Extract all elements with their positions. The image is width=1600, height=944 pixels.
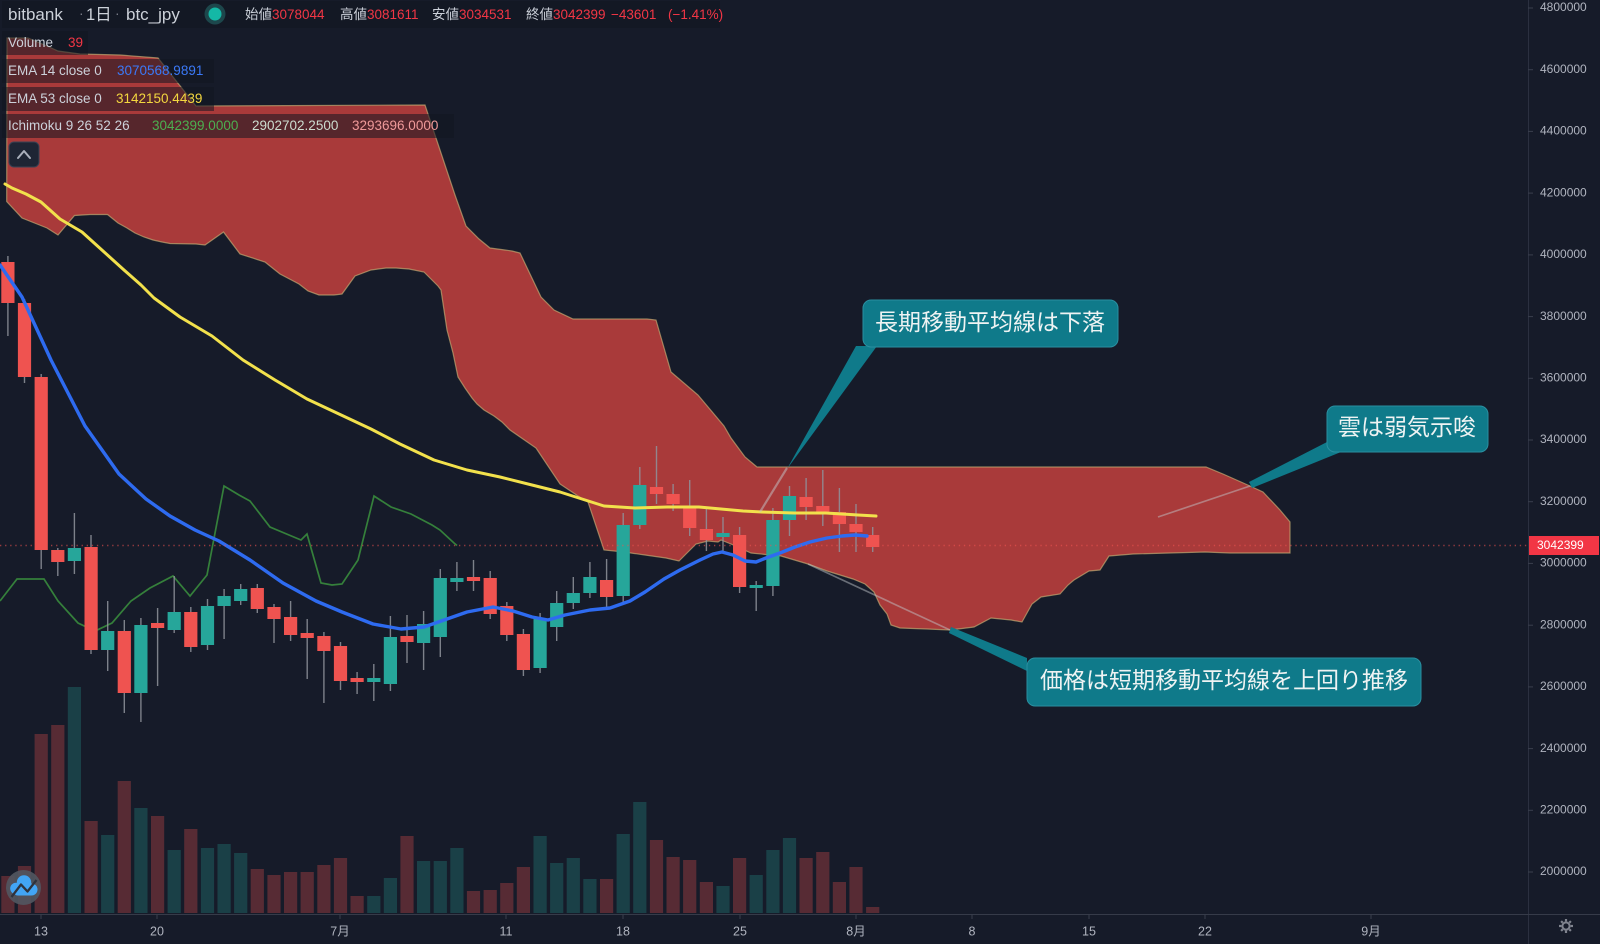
svg-text:3000000: 3000000 [1540,556,1587,570]
svg-text:Ichimoku 9 26 52 26: Ichimoku 9 26 52 26 [8,118,130,133]
svg-text:25: 25 [733,924,747,938]
svg-text:(−1.41%): (−1.41%) [668,7,723,22]
svg-text:3142150.4439: 3142150.4439 [116,91,202,106]
svg-text:1日: 1日 [86,6,112,24]
svg-text:3400000: 3400000 [1540,432,1587,446]
svg-text:3800000: 3800000 [1540,309,1587,323]
svg-text:価格は短期移動平均線を上回り推移: 価格は短期移動平均線を上回り推移 [1040,667,1408,693]
svg-text:3293696.0000: 3293696.0000 [352,118,438,133]
svg-text:18: 18 [616,924,630,938]
svg-text:雲は弱気示唆: 雲は弱気示唆 [1338,414,1476,440]
svg-text:15: 15 [1082,924,1096,938]
svg-text:2800000: 2800000 [1540,617,1587,631]
svg-text:22: 22 [1198,924,1212,938]
svg-text:4800000: 4800000 [1540,0,1587,14]
svg-text:3034531: 3034531 [459,7,512,22]
svg-text:8月: 8月 [846,924,865,938]
svg-text:Volume: Volume [8,35,53,50]
svg-text:13: 13 [34,924,48,938]
svg-text:20: 20 [150,924,164,938]
svg-text:終値: 終値 [526,7,553,22]
svg-text:2902702.2500: 2902702.2500 [252,118,338,133]
svg-text:11: 11 [500,924,513,938]
svg-text:3042399.0000: 3042399.0000 [152,118,238,133]
svg-text:8: 8 [969,924,976,938]
svg-text:9月: 9月 [1361,924,1380,938]
svg-text:3042399: 3042399 [553,7,606,22]
svg-text:高値: 高値 [340,6,367,22]
svg-text:3078044: 3078044 [272,7,325,22]
svg-text:btc_jpy: btc_jpy [126,5,180,24]
svg-text:長期移動平均線は下落: 長期移動平均線は下落 [875,309,1105,335]
svg-text:3200000: 3200000 [1540,494,1587,508]
svg-text:EMA 53 close 0: EMA 53 close 0 [8,91,102,106]
svg-text:3600000: 3600000 [1540,370,1587,384]
svg-text:2600000: 2600000 [1540,679,1587,693]
svg-text:3042399: 3042399 [1537,538,1584,552]
svg-text:始値: 始値 [245,7,272,22]
svg-text:·: · [115,5,120,21]
svg-text:2000000: 2000000 [1540,864,1587,878]
svg-text:7月: 7月 [330,924,349,938]
svg-text:4000000: 4000000 [1540,247,1587,261]
svg-text:3081611: 3081611 [367,7,419,22]
svg-text:2400000: 2400000 [1540,741,1587,755]
svg-text:·: · [79,5,84,21]
svg-text:bitbank: bitbank [8,5,63,24]
svg-text:2200000: 2200000 [1540,802,1587,816]
svg-text:EMA 14 close 0: EMA 14 close 0 [8,63,102,78]
svg-text:4600000: 4600000 [1540,62,1587,76]
svg-text:3070568.9891: 3070568.9891 [117,63,203,78]
svg-text:4200000: 4200000 [1540,185,1587,199]
svg-text:39: 39 [68,35,83,50]
svg-text:4400000: 4400000 [1540,124,1587,138]
svg-text:安値: 安値 [432,7,459,22]
svg-text:−43601: −43601 [611,7,656,22]
